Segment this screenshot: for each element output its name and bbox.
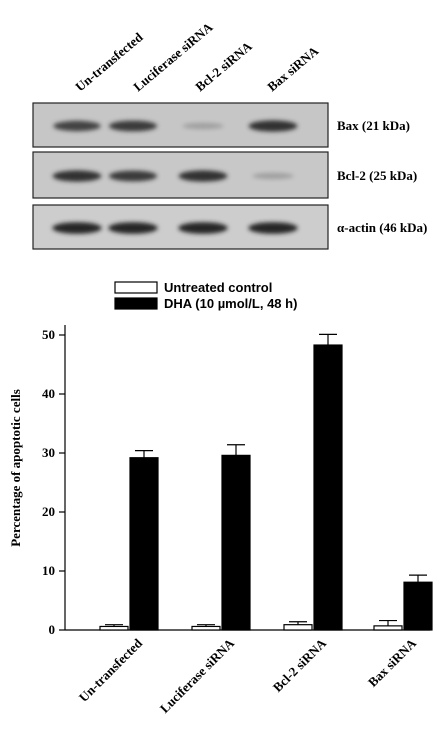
blot-band (108, 222, 158, 234)
blot-band (248, 120, 298, 132)
blot-band (52, 222, 102, 234)
x-axis-category-labels: Un-transfected Luciferase siRNA Bcl-2 si… (76, 635, 420, 716)
bar (99, 625, 129, 631)
chart-legend: Untreated control DHA (10 µmol/L, 48 h) (114, 280, 297, 311)
blot-lane-label: Bax siRNA (264, 43, 321, 95)
blot-bands-actin (52, 222, 298, 234)
x-tick-label: Luciferase siRNA (157, 635, 238, 716)
y-tick-label: 30 (42, 445, 55, 460)
blot-panel-bax: Bax (21 kDa) (32, 102, 410, 148)
blot-lane-label: Bcl-2 siRNA (192, 38, 255, 94)
blot-row-label: Bax (21 kDa) (337, 118, 410, 133)
y-axis-label: Percentage of apoptotic cells (8, 389, 23, 547)
y-tick-label: 0 (49, 622, 56, 637)
bar (313, 344, 343, 631)
y-tick-label: 40 (42, 386, 55, 401)
blot-panel-bcl2: Bcl-2 (25 kDa) (32, 151, 417, 199)
blot-band (52, 170, 102, 182)
chart-bars (99, 333, 433, 631)
blot-band (182, 122, 224, 130)
bar (403, 581, 433, 631)
y-tick-label: 50 (42, 327, 55, 342)
blot-band (178, 170, 228, 182)
blot-lane-labels: Un-transfected Luciferase siRNA Bcl-2 si… (72, 19, 321, 94)
blot-row-label: Bcl-2 (25 kDa) (337, 168, 417, 183)
bar (283, 624, 313, 631)
bar (129, 457, 159, 631)
blot-band (248, 222, 298, 234)
blot-row-label: α-actin (46 kDa) (337, 220, 427, 235)
blot-band (53, 120, 101, 132)
blot-band (252, 172, 294, 180)
y-axis-ticks: 0 10 20 30 40 50 (42, 327, 65, 637)
x-tick-label: Bax siRNA (365, 635, 420, 690)
x-tick-label: Bcl-2 siRNA (270, 635, 330, 695)
bar (191, 625, 221, 631)
y-tick-label: 10 (42, 563, 55, 578)
legend-label-dha: DHA (10 µmol/L, 48 h) (164, 296, 297, 311)
blot-band (108, 120, 158, 132)
legend-swatch-untreated (114, 281, 158, 294)
bar (221, 454, 251, 631)
legend-swatch-dha (114, 297, 158, 310)
blot-band (108, 170, 158, 182)
blot-band (178, 222, 228, 234)
legend-label-untreated: Untreated control (164, 280, 272, 295)
bar (373, 625, 403, 631)
y-tick-label: 20 (42, 504, 55, 519)
x-tick-label: Un-transfected (76, 635, 146, 705)
blot-panel-actin: α-actin (46 kDa) (32, 204, 427, 250)
blot-bands-bax (53, 120, 298, 132)
blot-bands-bcl2 (52, 170, 294, 182)
